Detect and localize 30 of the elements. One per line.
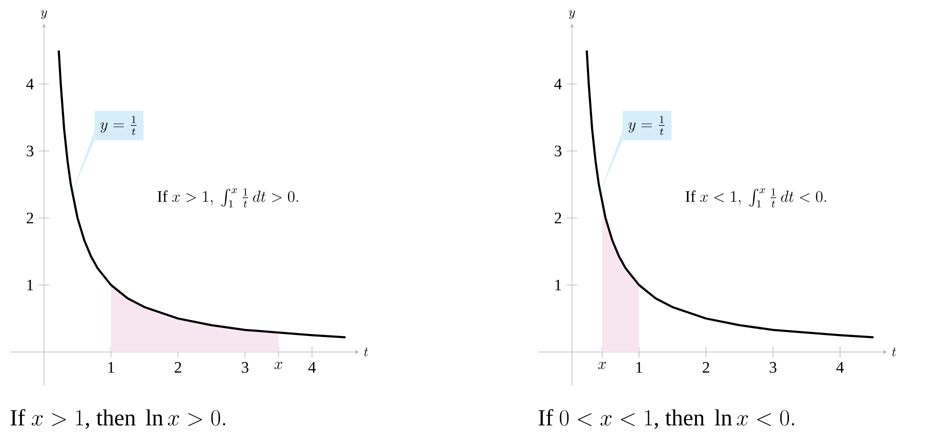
x-tick-label: 4 bbox=[836, 362, 844, 373]
annotation: $\text{If } x>1,\ \int_1^x \frac{1}{t}\,dt>0.$ bbox=[158, 188, 298, 208]
x-axis-title: $t$ bbox=[364, 348, 368, 356]
x-tick-label: 3 bbox=[242, 362, 248, 373]
x-tick-label: 4 bbox=[308, 362, 316, 373]
x-tick-label: 3 bbox=[770, 362, 776, 373]
y-tick-label: 3 bbox=[26, 146, 34, 156]
x-tick-label: 2 bbox=[174, 362, 182, 373]
y-tick-label: 4 bbox=[554, 78, 562, 90]
y-tick-label: 1 bbox=[555, 280, 562, 290]
x-axis-title: $t$ bbox=[892, 348, 896, 356]
y-tick-label: 2 bbox=[554, 212, 562, 224]
text: $\text{If } x > 1\text{, then } \ln x > 0.$ bbox=[10, 409, 226, 429]
y-tick-label: 1 bbox=[27, 280, 34, 290]
text: $\text{If } 0 < x < 1\text{, then } \ln x < 0.$ bbox=[538, 409, 794, 429]
x-tick-label: 1 bbox=[108, 362, 114, 373]
y-axis-title: $y$ bbox=[568, 10, 576, 20]
annotation: $y=\frac{1}{t}$ bbox=[100, 116, 137, 135]
x-tick-label: $x$ bbox=[598, 362, 606, 370]
annotation: $\text{If } x<1,\ \int_1^x \frac{1}{t}\,dt<0.$ bbox=[686, 188, 826, 208]
x-tick-label: 1 bbox=[636, 362, 642, 373]
y-tick-label: 3 bbox=[554, 146, 562, 156]
line-series bbox=[58, 49, 347, 338]
x-tick-label: 2 bbox=[702, 362, 710, 373]
line-series bbox=[586, 49, 875, 338]
y-tick-label: 4 bbox=[26, 78, 34, 90]
y-tick-label: 2 bbox=[26, 212, 34, 224]
y-axis-title: $y$ bbox=[40, 10, 48, 20]
annotation: $y=\frac{1}{t}$ bbox=[628, 116, 665, 135]
x-tick-label: $x$ bbox=[274, 362, 282, 370]
